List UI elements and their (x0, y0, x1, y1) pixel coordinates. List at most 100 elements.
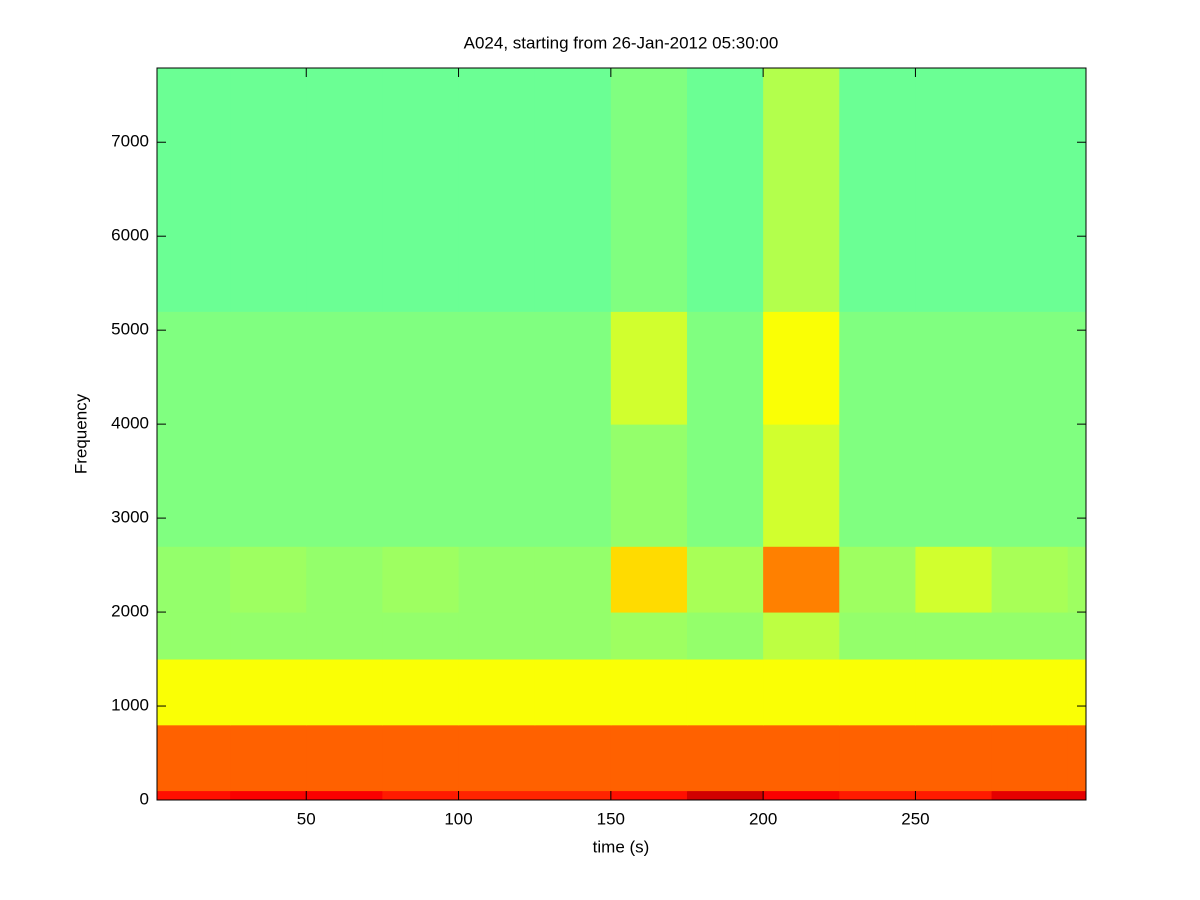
spectrogram-cell (230, 68, 307, 312)
spectrogram-cell (839, 659, 916, 726)
spectrogram-cell (1067, 612, 1087, 660)
spectrogram-cell (306, 68, 383, 312)
spectrogram-cell (915, 612, 993, 660)
spectrogram-cell (306, 724, 383, 792)
spectrogram-cell (458, 659, 536, 726)
spectrogram-cell (230, 724, 307, 792)
spectrogram-cell (610, 424, 688, 547)
spectrogram-cell (915, 424, 993, 547)
spectrogram-cell (839, 546, 916, 613)
y-tick-label: 5000 (111, 320, 149, 339)
spectrogram-cell (534, 68, 612, 312)
spectrogram-cell (1067, 790, 1087, 801)
spectrogram-cell (382, 68, 460, 312)
spectrogram-cell (839, 612, 916, 660)
spectrogram-cell (157, 68, 231, 312)
spectrogram-cell (534, 424, 612, 547)
spectrogram-cell (686, 790, 764, 801)
spectrogram-cell (1067, 68, 1087, 312)
spectrogram-cell (839, 68, 916, 312)
spectrogram-cell (157, 724, 231, 792)
spectrogram-cell (686, 612, 764, 660)
spectrogram-cell (839, 790, 916, 801)
spectrogram-cell (534, 659, 612, 726)
spectrogram-cell (991, 612, 1069, 660)
spectrogram-cell (915, 659, 993, 726)
spectrogram-cell (458, 724, 536, 792)
x-axis-label: time (s) (593, 837, 650, 856)
y-tick-label: 1000 (111, 696, 149, 715)
spectrogram-cell (306, 790, 383, 801)
spectrogram-cell (157, 659, 231, 726)
spectrogram-cell (458, 790, 536, 801)
y-tick-label: 2000 (111, 602, 149, 621)
spectrogram-cell (306, 659, 383, 726)
y-tick-label: 0 (140, 789, 149, 808)
spectrogram-cell (915, 68, 993, 312)
spectrogram-cell (157, 612, 231, 660)
spectrogram-cell (763, 724, 840, 792)
spectrogram-cell (458, 424, 536, 547)
spectrogram-cell (306, 311, 383, 425)
spectrogram-cell (157, 546, 231, 613)
x-tick-label: 250 (901, 809, 929, 828)
spectrogram-cell (763, 311, 840, 425)
spectrogram-cell (534, 724, 612, 792)
spectrogram-cell (382, 424, 460, 547)
spectrogram-cell (230, 612, 307, 660)
spectrogram-cell (382, 612, 460, 660)
y-axis-label: Frequency (71, 393, 90, 474)
spectrogram-cell (382, 546, 460, 613)
x-tick-label: 100 (444, 809, 472, 828)
spectrogram-cell (1067, 424, 1087, 547)
spectrogram-cell (610, 546, 688, 613)
spectrogram-cell (610, 659, 688, 726)
spectrogram-image (157, 68, 1087, 801)
spectrogram-cell (915, 790, 993, 801)
spectrogram-cell (915, 546, 993, 613)
spectrogram-cell (382, 724, 460, 792)
spectrogram-cell (686, 311, 764, 425)
spectrogram-cell (534, 311, 612, 425)
spectrogram-cell (839, 724, 916, 792)
spectrogram-cell (991, 68, 1069, 312)
spectrogram-cell (458, 68, 536, 312)
spectrogram-cell (306, 612, 383, 660)
spectrogram-cell (534, 790, 612, 801)
spectrogram-cell (1067, 724, 1087, 792)
spectrogram-cell (763, 424, 840, 547)
spectrogram-cell (991, 724, 1069, 792)
spectrogram-cell (991, 790, 1069, 801)
y-tick-label: 4000 (111, 414, 149, 433)
spectrogram-cell (991, 311, 1069, 425)
spectrogram-cell (610, 612, 688, 660)
x-tick-label: 150 (597, 809, 625, 828)
spectrogram-cell (763, 546, 840, 613)
spectrogram-cell (458, 612, 536, 660)
spectrogram-cell (839, 311, 916, 425)
spectrogram-cell (382, 311, 460, 425)
spectrogram-cell (686, 424, 764, 547)
spectrogram-cell (991, 659, 1069, 726)
spectrogram-cell (686, 659, 764, 726)
spectrogram-cell (382, 659, 460, 726)
spectrogram-cell (763, 612, 840, 660)
spectrogram-cell (991, 424, 1069, 547)
y-tick-label: 3000 (111, 508, 149, 527)
spectrogram-cell (763, 659, 840, 726)
spectrogram-cell (157, 424, 231, 547)
spectrogram-cell (915, 311, 993, 425)
y-tick-label: 7000 (111, 132, 149, 151)
x-tick-label: 50 (297, 809, 316, 828)
spectrogram-cell (991, 546, 1069, 613)
spectrogram-cell (230, 424, 307, 547)
spectrogram-cell (763, 790, 840, 801)
spectrogram-cell (610, 724, 688, 792)
spectrogram-cell (230, 311, 307, 425)
spectrogram-cell (686, 68, 764, 312)
plot-frame (156, 67, 1087, 801)
spectrogram-cell (458, 546, 536, 613)
spectrogram-cell (1067, 546, 1087, 613)
spectrogram-cell (1067, 659, 1087, 726)
